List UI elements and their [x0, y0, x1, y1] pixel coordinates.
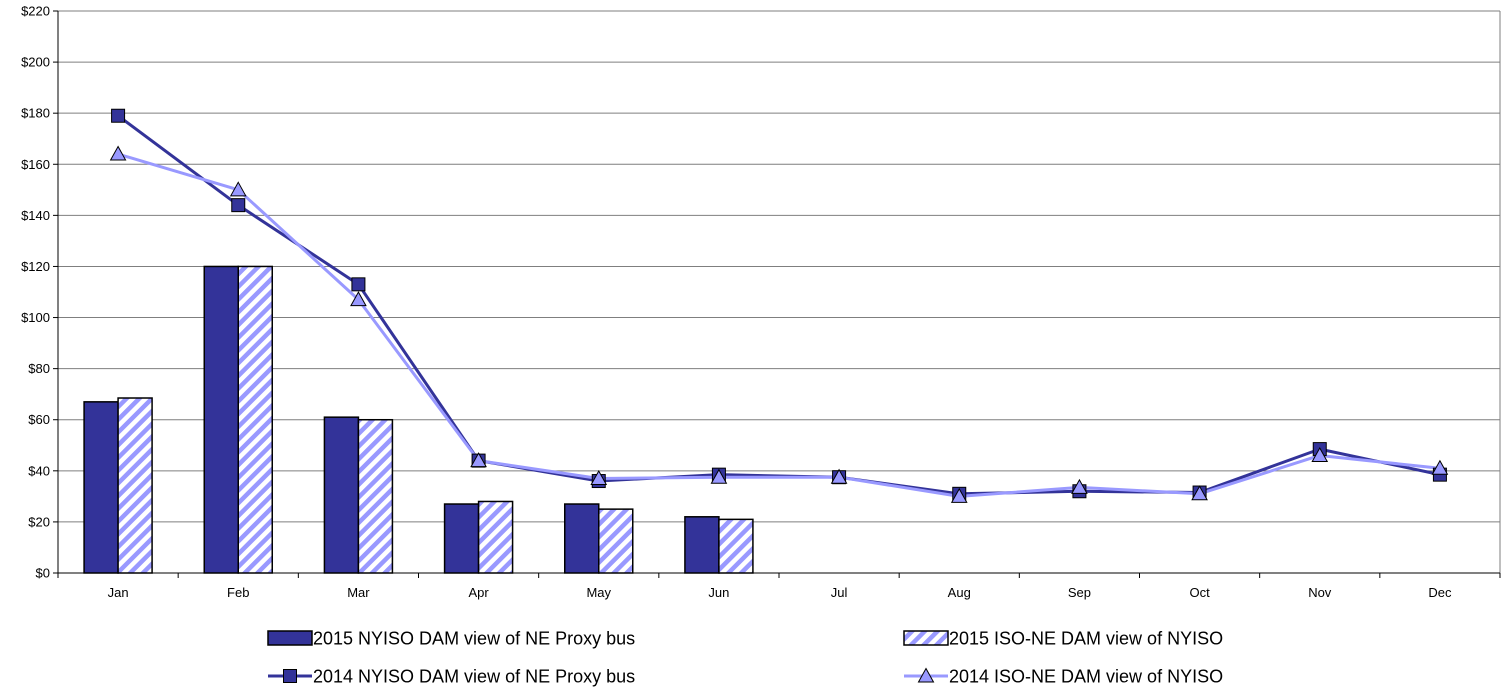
- y-tick-label: $0: [36, 566, 50, 581]
- marker-triangle: [350, 291, 367, 307]
- y-tick-label: $200: [21, 55, 50, 70]
- x-tick-label: Aug: [948, 585, 971, 600]
- marker-square: [283, 669, 297, 683]
- bar: [564, 503, 600, 574]
- x-tick-label: Jun: [708, 585, 729, 600]
- marker-triangle: [1071, 478, 1088, 494]
- marker-triangle: [830, 468, 848, 484]
- gridlines: [58, 10, 1501, 573]
- marker-triangle: [470, 452, 487, 468]
- x-tick-label: Feb: [227, 585, 249, 600]
- marker-triangle: [1191, 485, 1208, 501]
- x-tick-label: May: [586, 585, 611, 600]
- bar: [718, 518, 754, 574]
- axes: $0 $20 $40 $60 $80 $100 $120 $140 $160 $180 $200 $2…: [21, 4, 1501, 600]
- y-tick-label: $80: [28, 361, 50, 376]
- legend-label: 2014 NYISO DAM view of NE Proxy bus: [313, 667, 635, 687]
- bar: [598, 508, 634, 574]
- marker-triangle: [710, 468, 728, 484]
- x-tick-label: Jan: [108, 585, 129, 600]
- x-tick-label: Jul: [831, 585, 848, 600]
- marker-square: [231, 198, 246, 213]
- legend-swatch: [267, 630, 313, 646]
- lines: [109, 108, 1449, 503]
- legend-label: 2015 NYISO DAM view of NE Proxy bus: [313, 629, 635, 649]
- y-tick-label: $220: [21, 4, 50, 19]
- series-line: [117, 114, 1441, 496]
- marker-square: [351, 277, 366, 292]
- legend-label: 2014 ISO-NE DAM view of NYISO: [949, 667, 1223, 687]
- x-tick-label: Mar: [347, 585, 370, 600]
- bar: [477, 500, 514, 574]
- marker-square: [111, 108, 126, 123]
- bar: [323, 416, 360, 574]
- bar: [203, 265, 239, 574]
- y-tick-label: $180: [21, 106, 50, 121]
- x-tick-label: Nov: [1308, 585, 1332, 600]
- bar: [117, 397, 153, 574]
- marker-triangle: [1431, 459, 1449, 475]
- bar: [237, 265, 273, 574]
- y-tick-label: $120: [21, 259, 50, 274]
- x-tick-label: Sep: [1068, 585, 1091, 600]
- x-tick-label: Apr: [468, 585, 489, 600]
- marker-triangle: [109, 145, 127, 161]
- y-tick-label: $160: [21, 157, 50, 172]
- bar: [443, 503, 480, 574]
- x-tick-label: Dec: [1428, 585, 1452, 600]
- y-tick-label: $40: [28, 463, 50, 478]
- y-tick-label: $20: [28, 514, 50, 529]
- bar: [357, 418, 394, 574]
- legend: 2015 NYISO DAM view of NE Proxy bus 2015 …: [267, 629, 1223, 687]
- y-tick-label: $60: [28, 412, 50, 427]
- bars: [83, 265, 754, 574]
- marker-triangle: [590, 469, 608, 485]
- x-tick-label: Oct: [1189, 585, 1210, 600]
- bar: [684, 516, 720, 574]
- legend-label: 2015 ISO-NE DAM view of NYISO: [949, 629, 1223, 649]
- legend-swatch: [903, 630, 949, 646]
- y-tick-label: $100: [21, 310, 50, 325]
- marker-triangle: [917, 667, 935, 683]
- bar: [83, 401, 119, 574]
- marker-triangle: [950, 487, 968, 503]
- series-line: [117, 152, 1441, 498]
- y-tick-label: $140: [21, 208, 50, 223]
- marker-triangle: [229, 181, 247, 197]
- marker-triangle: [1311, 446, 1329, 462]
